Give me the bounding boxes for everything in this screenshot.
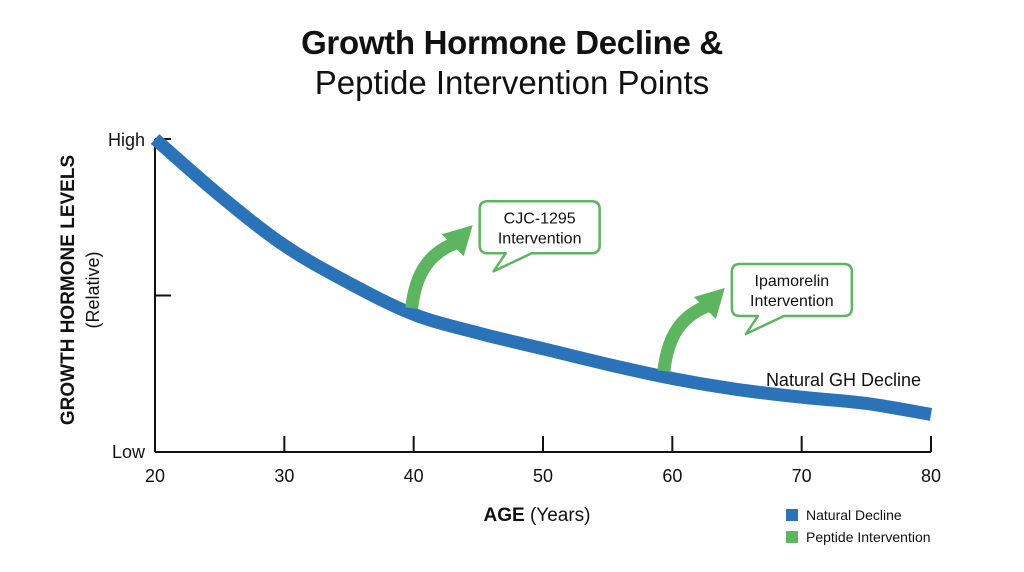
- x-tick-label: 60: [662, 466, 682, 486]
- legend-item-natural: Natural Decline: [786, 504, 931, 526]
- y-tick-label-high: High: [108, 130, 145, 150]
- intervention-arrow-ipamorelin: [657, 298, 713, 372]
- intervention-callout-cjc-1295: [478, 200, 601, 273]
- x-tick-label: 30: [274, 466, 294, 486]
- x-tick-label: 50: [533, 466, 553, 486]
- intervention-arrowhead-cjc-1295: [441, 225, 473, 257]
- x-tick-label: 40: [404, 466, 424, 486]
- y-axis-title: GROWTH HORMONE LEVELS (Relative): [58, 155, 103, 425]
- legend-swatch-natural: [786, 509, 798, 521]
- y-tick-label-low: Low: [112, 442, 146, 462]
- intervention-label-line1-ipamorelin: Ipamorelin: [755, 273, 830, 290]
- legend-label-peptide: Peptide Intervention: [806, 529, 931, 545]
- intervention-callout-ipamorelin: [730, 262, 854, 336]
- intervention-layer: CJC-1295 Intervention Ipamorelin Interventi…: [405, 200, 854, 372]
- legend: Natural Decline Peptide Intervention: [786, 504, 931, 548]
- legend-swatch-peptide: [786, 531, 798, 543]
- x-axis-title: AGE (Years): [484, 505, 591, 526]
- series-layer: [150, 134, 933, 421]
- chart-title: Growth Hormone Decline &: [301, 24, 723, 61]
- axes: 20 30 40 50 60 70 80 High Low AGE (Years) GROWTH H…: [58, 130, 941, 526]
- intervention-arrow-cjc-1295: [405, 236, 461, 310]
- intervention-arrowhead-ipamorelin: [693, 288, 725, 320]
- legend-label-natural: Natural Decline: [806, 507, 902, 523]
- intervention-label-line1-cjc-1295: CJC-1295: [504, 210, 576, 227]
- series-line-natural-decline: [150, 134, 933, 421]
- label-layer: Natural GH Decline: [766, 370, 921, 390]
- x-tick-label: 70: [792, 466, 812, 486]
- y-axis-title-unit: (Relative): [83, 251, 103, 328]
- y-axis-title-main: GROWTH HORMONE LEVELS: [58, 155, 79, 425]
- x-tick-label: 80: [921, 466, 941, 486]
- intervention-label-line2-cjc-1295: Intervention: [498, 230, 582, 247]
- series-label-natural-gh-decline: Natural GH Decline: [766, 370, 921, 390]
- legend-item-peptide: Peptide Intervention: [786, 526, 931, 548]
- chart-subtitle: Peptide Intervention Points: [314, 64, 710, 101]
- x-tick-label: 20: [145, 466, 165, 486]
- intervention-label-line2-ipamorelin: Intervention: [750, 293, 834, 310]
